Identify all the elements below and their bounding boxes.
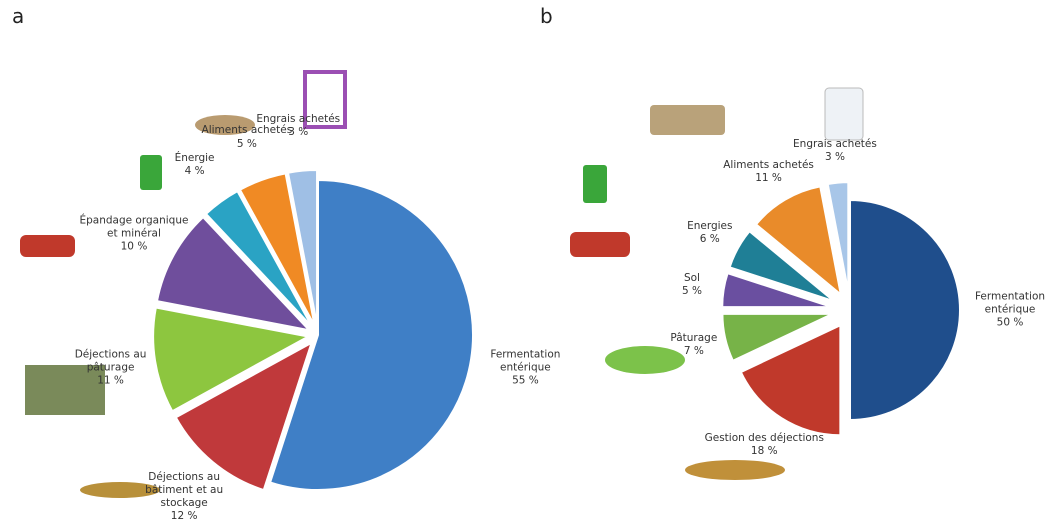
value-label: 55 %: [465, 374, 585, 387]
value-label: 3 %: [238, 126, 358, 139]
category-label: Engrais achetés: [238, 113, 358, 126]
value-label: 5 %: [187, 137, 307, 150]
value-label: 18 %: [704, 445, 824, 458]
value-label: 50 %: [950, 317, 1064, 330]
category-label: Déjections au pâturage: [51, 348, 171, 374]
chart-canvas: [0, 0, 1064, 521]
value-label: 6 %: [650, 233, 770, 246]
category-label: Fermentation entérique: [465, 348, 585, 374]
value-label: 5 %: [632, 285, 752, 298]
category-label: Engrais achetés: [775, 138, 895, 151]
value-label: 12 %: [124, 510, 244, 521]
value-label: 10 %: [74, 240, 194, 253]
category-label: Sol: [632, 272, 752, 285]
page: aFermentation entérique55 %Déjections au…: [0, 0, 1064, 521]
category-label: Déjections au bâtiment et au stockage: [124, 471, 244, 510]
panel-title: a: [12, 4, 24, 28]
category-label: Fermentation entérique: [950, 290, 1064, 316]
category-label: Épandage organique et minéral: [74, 214, 194, 240]
category-label: Pâturage: [634, 332, 754, 345]
category-label: Énergie: [135, 152, 255, 165]
category-label: Gestion des déjections: [704, 432, 824, 445]
value-label: 11 %: [51, 374, 171, 387]
value-label: 7 %: [634, 345, 754, 358]
value-label: 11 %: [709, 172, 829, 185]
panel-title: b: [540, 4, 553, 28]
category-label: Energies: [650, 220, 770, 233]
value-label: 4 %: [135, 165, 255, 178]
value-label: 3 %: [775, 151, 895, 164]
pie-slice: [850, 200, 960, 420]
